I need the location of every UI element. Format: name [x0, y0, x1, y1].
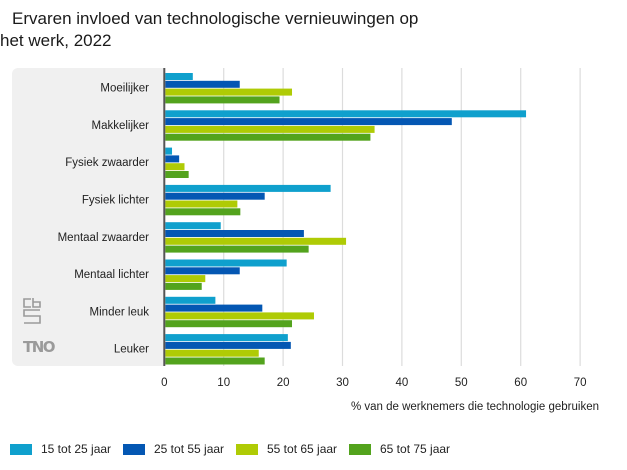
- category-label: Fysiek lichter: [82, 195, 149, 207]
- x-tick-label: 10: [217, 377, 230, 389]
- legend-item: 15 tot 25 jaar: [10, 440, 111, 458]
- legend-label: 55 tot 65 jaar: [267, 442, 338, 456]
- bar: [165, 118, 452, 126]
- bar: [165, 230, 304, 237]
- legend-label: 65 tot 75 jaar: [380, 442, 451, 456]
- bar: [165, 88, 293, 96]
- legend-swatch: [236, 443, 258, 455]
- bar: [165, 147, 173, 155]
- legend-item: 65 tot 75 jaar: [349, 440, 450, 458]
- category-label: Moeilijker: [100, 83, 149, 95]
- category-label: Fysiek zwaarder: [65, 157, 149, 169]
- bar: [165, 275, 206, 283]
- category-label: Mentaal zwaarder: [58, 232, 150, 244]
- category-label: Leuker: [114, 344, 149, 356]
- category-labels: Moeilijker Makkelijker Fysiek zwaarder Fysi…: [58, 83, 150, 356]
- chart-title-line-1: Ervaren invloed van technologische verni…: [12, 9, 419, 28]
- legend-item: 25 tot 55 jaar: [123, 440, 224, 458]
- bars: [165, 73, 527, 365]
- bar: [165, 125, 375, 133]
- category-label: Minder leuk: [90, 306, 150, 318]
- x-tick-label: 70: [574, 377, 587, 389]
- bar: [165, 208, 241, 216]
- x-tick-label: 50: [455, 377, 468, 389]
- bar: [165, 155, 180, 163]
- x-tick-label: 20: [277, 377, 290, 389]
- bar: [165, 282, 202, 290]
- x-axis-title: % van de werknemers die technologie gebr…: [351, 401, 599, 413]
- bar: [165, 312, 314, 320]
- bar: [165, 334, 288, 342]
- legend-swatch: [10, 443, 32, 455]
- bar: [165, 304, 263, 312]
- bar: [165, 192, 265, 200]
- legend-item: 55 tot 65 jaar: [236, 440, 337, 458]
- x-tick-label: 30: [336, 377, 349, 389]
- bar: [165, 341, 291, 349]
- bar: [165, 259, 287, 267]
- bar: [165, 349, 259, 357]
- bar: [165, 200, 238, 208]
- x-tick-label: 0: [161, 377, 167, 389]
- bar: [165, 80, 240, 88]
- chart-title-line-2: het werk, 2022: [0, 31, 112, 50]
- bar: [165, 163, 185, 171]
- category-label: Makkelijker: [91, 120, 149, 132]
- tno-logo: TNO: [23, 338, 56, 356]
- legend-swatch: [123, 443, 145, 455]
- bar: [165, 296, 216, 304]
- legend-label: 15 tot 25 jaar: [41, 442, 112, 456]
- bar: [165, 237, 347, 245]
- bar: [165, 320, 293, 328]
- x-tick-label: 40: [396, 377, 409, 389]
- bar: [165, 171, 189, 178]
- cbs-logo-icon: [23, 298, 41, 324]
- x-tick-label: 60: [514, 377, 527, 389]
- bar: [165, 73, 193, 80]
- category-label: Mentaal lichter: [74, 269, 149, 281]
- legend: 15 tot 25 jaar 25 tot 55 jaar 55 tot 65 ja…: [0, 440, 627, 458]
- bar: [165, 222, 221, 230]
- bar: [165, 96, 280, 104]
- bar: [165, 133, 371, 141]
- x-tick-labels: 0 10 20 30 40 50 60 70: [161, 377, 586, 389]
- bar: [165, 267, 240, 275]
- bar: [165, 184, 331, 192]
- bar: [165, 110, 527, 118]
- chart-title: Ervaren invloed van technologische verni…: [0, 8, 418, 52]
- legend-swatch: [349, 443, 371, 455]
- bar: [165, 245, 309, 253]
- legend-label: 25 tot 55 jaar: [154, 442, 225, 456]
- bar-chart: Moeilijker Makkelijker Fysiek zwaarder Fysi…: [58, 68, 599, 413]
- bar: [165, 357, 265, 365]
